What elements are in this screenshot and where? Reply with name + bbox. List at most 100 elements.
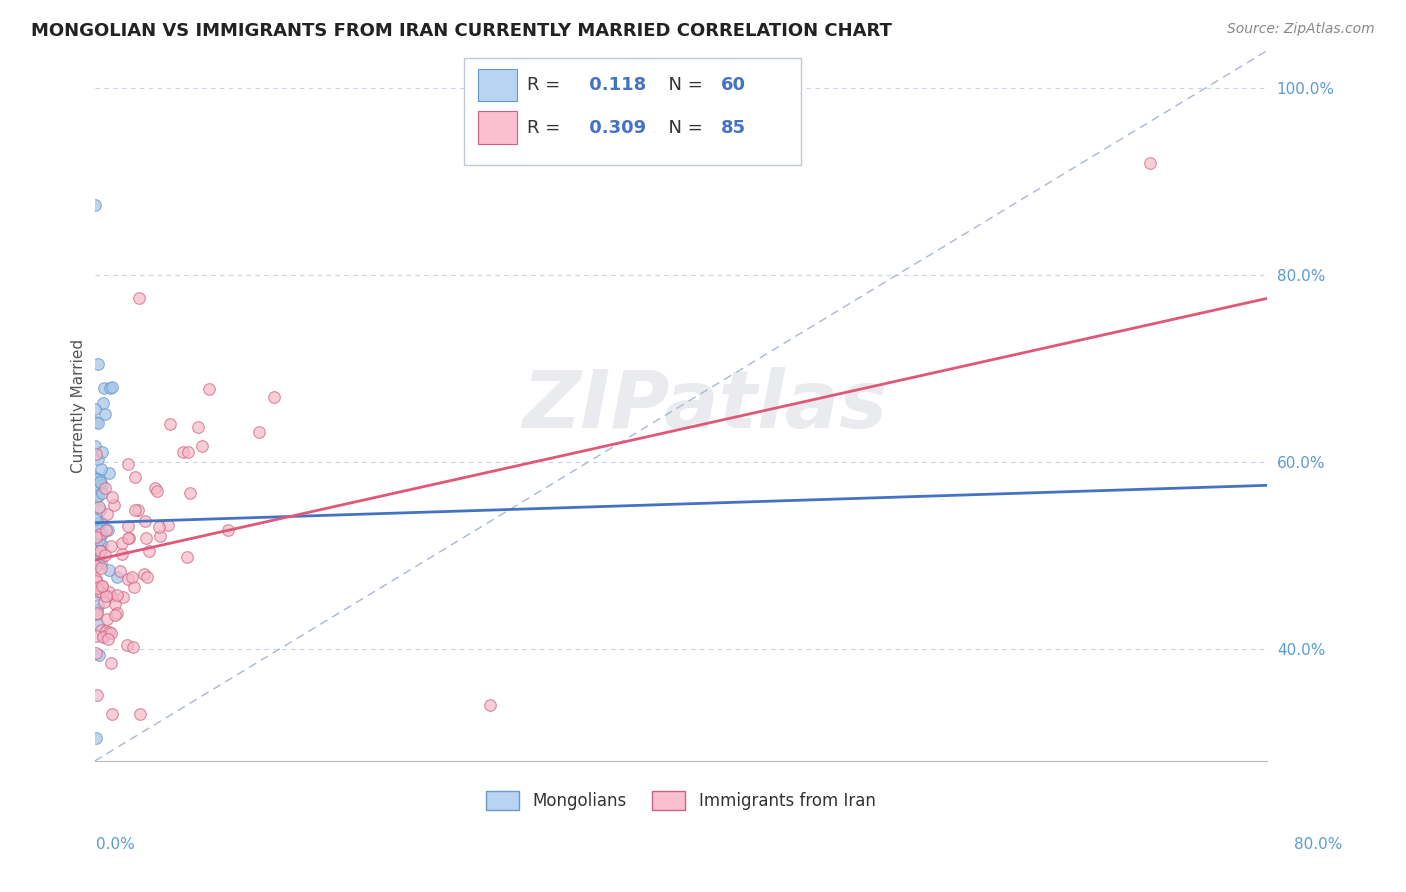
Point — [84, 402, 107, 417]
Point — [117, 638, 139, 652]
Point — [87, 452, 110, 467]
Point — [86, 471, 108, 485]
Point — [117, 519, 139, 533]
Point — [96, 611, 118, 625]
Point — [84, 415, 107, 429]
Point — [105, 588, 128, 602]
Point — [197, 382, 219, 396]
Point — [91, 630, 114, 644]
Point — [84, 629, 107, 643]
Point — [91, 527, 114, 541]
Point — [87, 526, 110, 541]
Point — [84, 574, 107, 588]
Point — [129, 707, 152, 722]
Point — [89, 500, 111, 514]
Point — [91, 444, 114, 458]
Point — [86, 521, 108, 535]
Point — [87, 357, 110, 371]
Point — [94, 407, 117, 421]
Point — [91, 579, 114, 593]
Point — [84, 491, 107, 506]
Point — [90, 515, 112, 529]
Point — [97, 467, 120, 481]
Point — [179, 486, 201, 500]
Point — [101, 707, 124, 722]
Point — [87, 556, 110, 570]
Point — [101, 380, 124, 394]
Point — [87, 579, 110, 593]
Point — [100, 656, 122, 670]
Point — [84, 512, 107, 526]
Point — [177, 444, 200, 458]
Point — [87, 520, 110, 534]
Point — [87, 648, 110, 662]
Point — [84, 541, 107, 556]
Point — [134, 514, 156, 528]
Point — [117, 532, 139, 546]
Point — [89, 475, 111, 490]
Point — [217, 523, 239, 537]
Point — [86, 602, 108, 616]
Point — [86, 523, 108, 537]
Point — [94, 549, 117, 563]
Point — [138, 544, 160, 558]
Point — [87, 524, 110, 539]
Point — [479, 698, 502, 712]
Text: 85: 85 — [721, 119, 747, 136]
Point — [105, 570, 128, 584]
Point — [124, 470, 146, 484]
Point — [87, 598, 110, 612]
Point — [84, 646, 107, 660]
Point — [97, 563, 120, 577]
Point — [111, 591, 134, 605]
Point — [86, 538, 108, 552]
Point — [100, 539, 122, 553]
Point — [108, 564, 131, 578]
Point — [96, 624, 118, 638]
Point — [90, 538, 112, 552]
Point — [90, 560, 112, 574]
Point — [86, 606, 108, 620]
Text: MONGOLIAN VS IMMIGRANTS FROM IRAN CURRENTLY MARRIED CORRELATION CHART: MONGOLIAN VS IMMIGRANTS FROM IRAN CURREN… — [31, 22, 891, 40]
Point — [84, 439, 107, 453]
Point — [89, 544, 111, 558]
Point — [128, 292, 150, 306]
Point — [91, 579, 114, 593]
Point — [91, 395, 114, 409]
Point — [86, 540, 108, 554]
Text: 80.0%: 80.0% — [1295, 838, 1343, 852]
Point — [84, 607, 107, 621]
Point — [117, 572, 139, 586]
Point — [118, 531, 141, 545]
Point — [96, 523, 118, 537]
Point — [122, 580, 145, 594]
Point — [84, 582, 107, 596]
Point — [84, 529, 107, 543]
Point — [93, 381, 115, 395]
Point — [98, 585, 121, 599]
Point — [111, 547, 134, 561]
Point — [84, 470, 107, 484]
Point — [97, 632, 120, 647]
Point — [84, 198, 107, 212]
Point — [157, 517, 180, 532]
Point — [90, 462, 112, 476]
Point — [97, 625, 120, 640]
Point — [263, 390, 285, 404]
Point — [190, 439, 212, 453]
Text: 0.118: 0.118 — [583, 76, 647, 94]
Text: N =: N = — [657, 119, 709, 136]
Point — [103, 499, 125, 513]
Point — [97, 523, 120, 537]
Point — [96, 589, 118, 603]
Point — [89, 473, 111, 487]
Point — [89, 503, 111, 517]
Point — [93, 595, 115, 609]
Point — [84, 731, 107, 745]
Text: ZIPatlas: ZIPatlas — [522, 367, 887, 445]
Point — [1139, 156, 1161, 170]
Point — [132, 567, 155, 582]
Point — [100, 626, 122, 640]
Text: Source: ZipAtlas.com: Source: ZipAtlas.com — [1227, 22, 1375, 37]
Point — [84, 447, 107, 461]
